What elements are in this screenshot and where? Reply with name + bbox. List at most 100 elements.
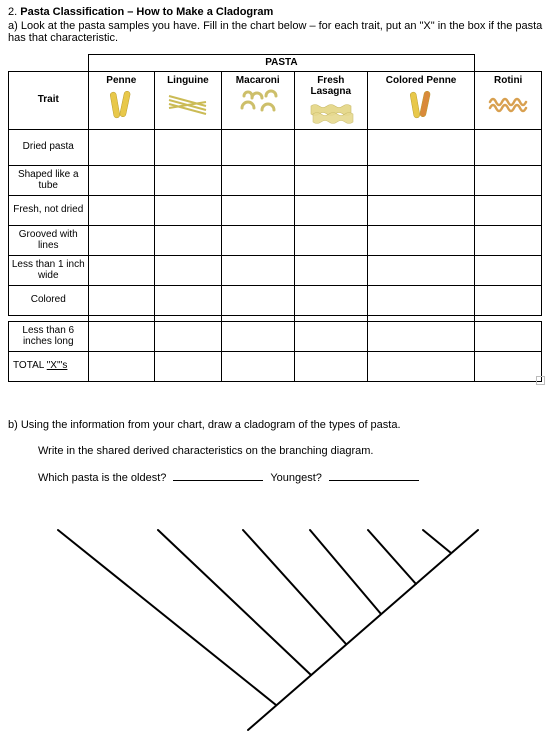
total-prefix: TOTAL xyxy=(13,360,47,371)
trait-cell[interactable] xyxy=(294,195,367,225)
trait-cell[interactable] xyxy=(155,321,222,351)
trait-cell[interactable] xyxy=(221,195,294,225)
trait-cell[interactable] xyxy=(294,321,367,351)
cladogram-diagram xyxy=(8,512,547,735)
column-header-linguine: Linguine xyxy=(155,71,222,129)
trait-table: PASTA Trait Penne Linguine xyxy=(8,54,542,382)
trait-cell[interactable] xyxy=(221,225,294,255)
trait-cell[interactable] xyxy=(294,129,367,165)
page-marker-box xyxy=(536,376,545,385)
trait-cell[interactable] xyxy=(155,255,222,285)
total-cell[interactable] xyxy=(88,351,155,381)
part-a-label: a) xyxy=(8,20,18,32)
trait-cell[interactable] xyxy=(221,255,294,285)
heading-number: 2. xyxy=(8,6,17,18)
part-b-intro: b) Using the information from your chart… xyxy=(8,419,547,431)
column-label: Rotini xyxy=(494,75,522,86)
trait-cell[interactable] xyxy=(367,165,474,195)
trait-label: Less than 1 inch wide xyxy=(9,255,89,285)
table-row: PASTA xyxy=(9,55,542,72)
empty-corner xyxy=(9,55,89,72)
trait-cell[interactable] xyxy=(88,195,155,225)
table-row: Shaped like a tube xyxy=(9,165,542,195)
table-row: Grooved with lines xyxy=(9,225,542,255)
trait-label: Fresh, not dried xyxy=(9,195,89,225)
macaroni-icon xyxy=(236,88,280,118)
part-b-line2: Write in the shared derived characterist… xyxy=(8,445,547,457)
part-b-section: b) Using the information from your chart… xyxy=(8,419,547,484)
column-label: Penne xyxy=(106,75,136,86)
table-row: Fresh, not dried xyxy=(9,195,542,225)
total-label: TOTAL "X"'s xyxy=(9,351,89,381)
column-header-lasagna: Fresh Lasagna xyxy=(294,71,367,129)
trait-cell[interactable] xyxy=(155,165,222,195)
trait-cell[interactable] xyxy=(88,321,155,351)
trait-cell[interactable] xyxy=(475,255,542,285)
trait-cell[interactable] xyxy=(221,165,294,195)
trait-cell[interactable] xyxy=(88,255,155,285)
total-cell[interactable] xyxy=(475,351,542,381)
trait-cell[interactable] xyxy=(475,129,542,165)
trait-cell[interactable] xyxy=(88,165,155,195)
table-row: TOTAL "X"'s xyxy=(9,351,542,381)
youngest-blank[interactable] xyxy=(329,471,419,481)
colored-penne-icon xyxy=(406,88,436,122)
trait-cell[interactable] xyxy=(475,321,542,351)
trait-cell[interactable] xyxy=(367,321,474,351)
youngest-question: Youngest? xyxy=(270,472,322,484)
column-label: Macaroni xyxy=(236,75,280,86)
column-header-rotini: Rotini xyxy=(475,71,542,129)
trait-cell[interactable] xyxy=(367,255,474,285)
table-row: Less than 6 inches long xyxy=(9,321,542,351)
trait-cell[interactable] xyxy=(475,195,542,225)
table-row: Less than 1 inch wide xyxy=(9,255,542,285)
trait-cell[interactable] xyxy=(155,285,222,315)
part-b-questions: Which pasta is the oldest? Youngest? xyxy=(8,471,547,484)
column-label: Colored Penne xyxy=(386,75,457,86)
trait-cell[interactable] xyxy=(475,225,542,255)
total-cell[interactable] xyxy=(221,351,294,381)
part-a-instructions: a) Look at the pasta samples you have. F… xyxy=(8,20,547,44)
column-label: Linguine xyxy=(167,75,209,86)
trait-label: Shaped like a tube xyxy=(9,165,89,195)
empty-corner xyxy=(475,55,542,72)
trait-cell[interactable] xyxy=(475,165,542,195)
trait-cell[interactable] xyxy=(367,195,474,225)
column-header-penne: Penne xyxy=(88,71,155,129)
trait-cell[interactable] xyxy=(155,129,222,165)
trait-column-header: Trait xyxy=(9,71,89,129)
trait-cell[interactable] xyxy=(221,129,294,165)
trait-cell[interactable] xyxy=(294,165,367,195)
table-row: Dried pasta xyxy=(9,129,542,165)
trait-label: Less than 6 inches long xyxy=(9,321,89,351)
trait-label: Colored xyxy=(9,285,89,315)
trait-cell[interactable] xyxy=(155,195,222,225)
trait-cell[interactable] xyxy=(367,285,474,315)
trait-cell[interactable] xyxy=(367,129,474,165)
trait-cell[interactable] xyxy=(475,285,542,315)
cladogram-svg xyxy=(8,512,488,732)
trait-cell[interactable] xyxy=(367,225,474,255)
pasta-group-header: PASTA xyxy=(88,55,475,72)
trait-cell[interactable] xyxy=(221,321,294,351)
trait-label: Grooved with lines xyxy=(9,225,89,255)
trait-cell[interactable] xyxy=(221,285,294,315)
trait-cell[interactable] xyxy=(294,285,367,315)
trait-cell[interactable] xyxy=(294,225,367,255)
total-cell[interactable] xyxy=(294,351,367,381)
oldest-question: Which pasta is the oldest? xyxy=(38,472,166,484)
trait-cell[interactable] xyxy=(294,255,367,285)
trait-cell[interactable] xyxy=(88,285,155,315)
trait-cell[interactable] xyxy=(88,225,155,255)
oldest-blank[interactable] xyxy=(173,471,263,481)
total-cell[interactable] xyxy=(367,351,474,381)
table-row: Trait Penne Linguine Macaro xyxy=(9,71,542,129)
penne-icon xyxy=(106,88,136,122)
rotini-icon xyxy=(486,88,530,114)
trait-cell[interactable] xyxy=(155,225,222,255)
part-a-text: Look at the pasta samples you have. Fill… xyxy=(8,20,542,44)
total-cell[interactable] xyxy=(155,351,222,381)
heading-title: Pasta Classification – How to Make a Cla… xyxy=(20,6,273,18)
trait-cell[interactable] xyxy=(88,129,155,165)
linguine-icon xyxy=(166,88,210,118)
